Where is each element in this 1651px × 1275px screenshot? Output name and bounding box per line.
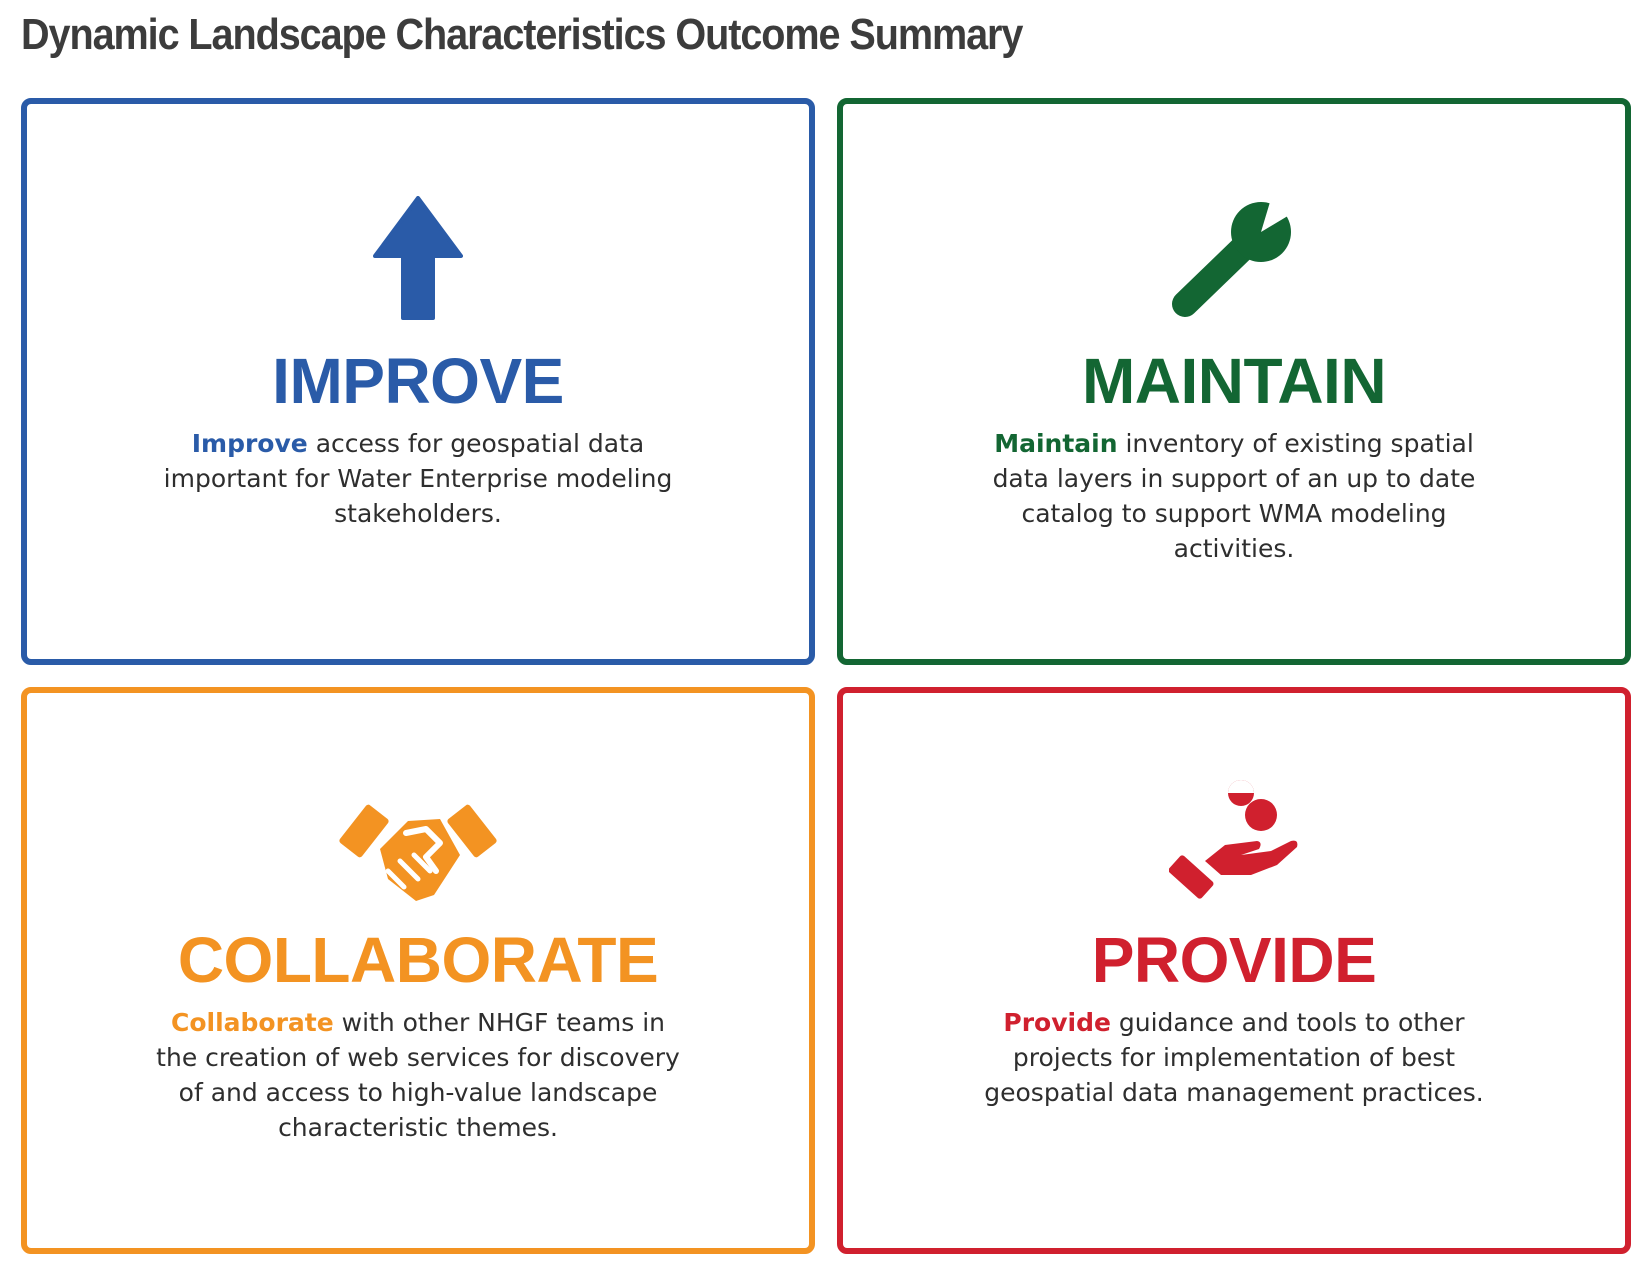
card-text: inventory of existing spatial data layer… bbox=[992, 429, 1476, 563]
hand-giving-icon bbox=[1169, 780, 1298, 899]
improve-card: IMPROVE Improve access for geospatial da… bbox=[21, 98, 815, 665]
card-lead: Maintain bbox=[994, 429, 1118, 458]
maintain-card: MAINTAIN Maintain inventory of existing … bbox=[837, 98, 1631, 665]
handshake-icon bbox=[339, 804, 497, 901]
card-lead: Collaborate bbox=[170, 1008, 334, 1037]
card-heading: PROVIDE bbox=[1091, 924, 1377, 996]
card-description: Maintain inventory of existing spatial d… bbox=[964, 426, 1504, 566]
card-lead: Improve bbox=[191, 429, 308, 458]
card-text: access for geospatial data important for… bbox=[163, 429, 673, 528]
page-title: Dynamic Landscape Characteristics Outcom… bbox=[21, 10, 1023, 59]
card-heading: MAINTAIN bbox=[1081, 345, 1387, 417]
up-arrow-icon bbox=[373, 196, 463, 320]
card-text: with other NHGF teams in the creation of… bbox=[156, 1008, 680, 1142]
card-heading: IMPROVE bbox=[272, 345, 564, 417]
card-text: guidance and tools to other projects for… bbox=[984, 1008, 1484, 1107]
card-heading: COLLABORATE bbox=[177, 924, 659, 996]
provide-card: PROVIDE Provide guidance and tools to ot… bbox=[837, 687, 1631, 1254]
card-description: Collaborate with other NHGF teams in the… bbox=[148, 1005, 688, 1145]
card-lead: Provide bbox=[1003, 1008, 1111, 1037]
collaborate-card: COLLABORATE Collaborate with other NHGF … bbox=[21, 687, 815, 1254]
card-description: Provide guidance and tools to other proj… bbox=[974, 1005, 1494, 1110]
card-description: Improve access for geospatial data impor… bbox=[158, 426, 678, 531]
wrench-icon bbox=[1172, 196, 1299, 317]
